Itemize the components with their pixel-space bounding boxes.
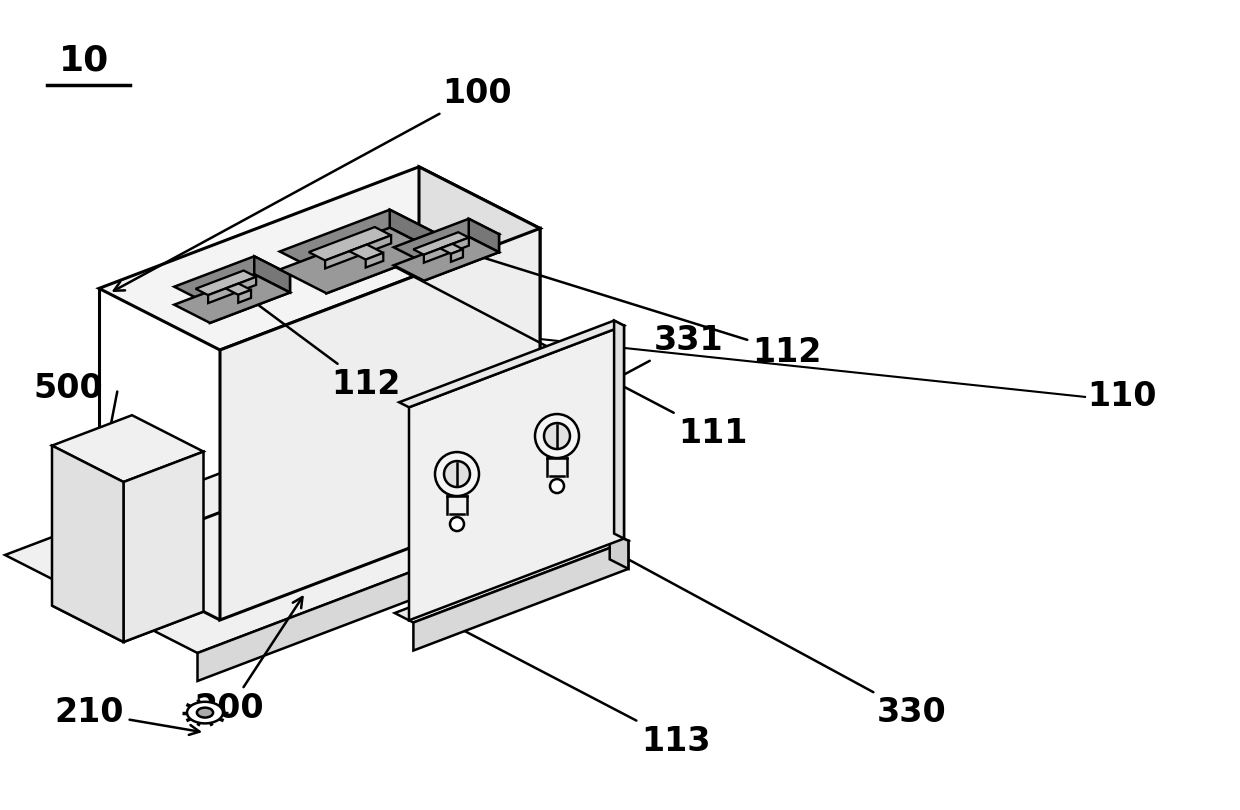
Polygon shape [52, 416, 203, 482]
Polygon shape [389, 210, 436, 251]
Polygon shape [238, 290, 250, 303]
Polygon shape [5, 395, 618, 653]
Polygon shape [425, 395, 618, 522]
Ellipse shape [444, 461, 470, 487]
Polygon shape [52, 446, 124, 642]
Text: 112: 112 [451, 246, 822, 369]
Polygon shape [394, 219, 498, 262]
Text: 500: 500 [33, 373, 103, 405]
Text: 210: 210 [55, 697, 200, 735]
Ellipse shape [551, 479, 564, 493]
Ellipse shape [435, 452, 479, 496]
Text: 200: 200 [195, 597, 303, 725]
Text: 331: 331 [463, 324, 723, 462]
Polygon shape [451, 249, 463, 262]
Polygon shape [254, 256, 290, 292]
Polygon shape [99, 167, 539, 350]
Text: 100: 100 [114, 77, 512, 291]
Polygon shape [219, 228, 539, 620]
Ellipse shape [534, 414, 579, 458]
Polygon shape [197, 493, 618, 681]
Text: 111: 111 [363, 250, 748, 450]
Polygon shape [280, 210, 436, 275]
Polygon shape [175, 256, 290, 305]
Ellipse shape [197, 708, 213, 718]
Polygon shape [309, 227, 391, 261]
Polygon shape [399, 321, 624, 407]
Polygon shape [175, 275, 290, 323]
Ellipse shape [544, 423, 570, 449]
Polygon shape [124, 452, 203, 642]
Polygon shape [394, 531, 629, 623]
Text: 110: 110 [1087, 381, 1157, 413]
Polygon shape [325, 236, 391, 268]
Polygon shape [610, 531, 629, 569]
Polygon shape [413, 232, 469, 254]
Polygon shape [208, 277, 257, 303]
Polygon shape [394, 237, 498, 281]
Polygon shape [440, 244, 463, 254]
Polygon shape [196, 271, 257, 295]
Polygon shape [424, 234, 498, 281]
Polygon shape [210, 275, 290, 323]
Polygon shape [409, 326, 624, 620]
Text: 10: 10 [60, 44, 109, 78]
Polygon shape [226, 284, 250, 295]
Polygon shape [350, 245, 383, 259]
Polygon shape [469, 219, 498, 252]
Polygon shape [614, 321, 624, 539]
Polygon shape [419, 167, 539, 498]
Ellipse shape [450, 517, 464, 531]
Text: 330: 330 [518, 500, 946, 729]
Polygon shape [413, 541, 629, 650]
Polygon shape [326, 233, 436, 293]
Text: 113: 113 [413, 603, 711, 757]
Polygon shape [366, 253, 383, 267]
Text: 112: 112 [237, 289, 401, 401]
Polygon shape [424, 237, 469, 262]
Ellipse shape [187, 701, 223, 723]
Polygon shape [280, 228, 436, 293]
